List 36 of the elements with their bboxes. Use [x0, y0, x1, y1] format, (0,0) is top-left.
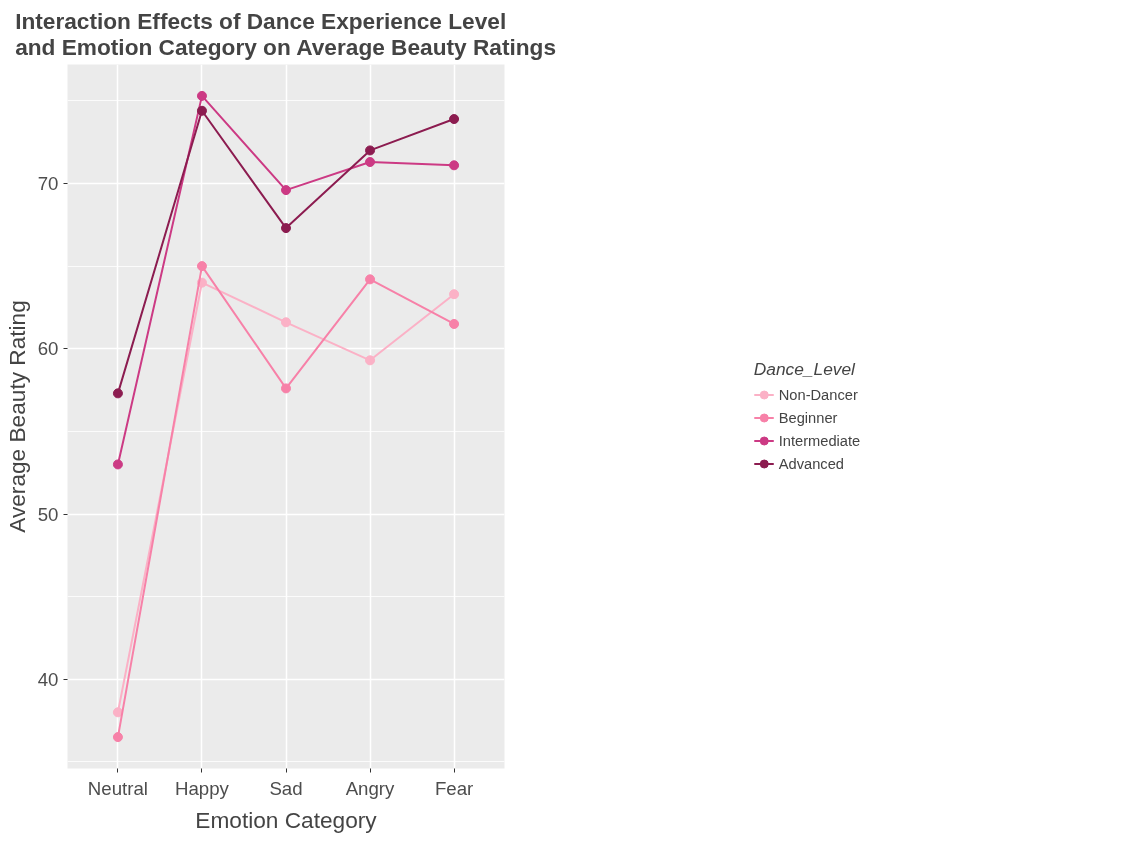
legend-label: Beginner	[778, 409, 838, 426]
point	[449, 160, 460, 171]
x-tick-label: Neutral	[87, 777, 149, 799]
point	[112, 388, 123, 399]
legend-label: Advanced	[778, 455, 844, 472]
y-tick-label: 70	[37, 172, 59, 194]
point	[365, 145, 376, 156]
y-tick-label: 50	[37, 503, 59, 525]
point	[281, 223, 291, 234]
y-tick-label: 60	[37, 338, 59, 360]
chart-title: Interaction Effects of Dance Experience Level and Emotion Category on Average Beauty Ratings	[15, 7, 557, 60]
point	[196, 90, 207, 101]
point	[449, 318, 460, 329]
point	[196, 105, 207, 116]
point	[281, 317, 291, 328]
legend-title: Dance_Level	[753, 358, 857, 380]
x-tick-label: Happy	[175, 777, 230, 799]
x-axis-title: Emotion Category	[195, 806, 378, 833]
legend-label: Non-Dancer	[778, 386, 858, 403]
point	[281, 185, 291, 196]
x-tick-label: Sad	[269, 777, 303, 799]
point	[281, 383, 291, 394]
point	[449, 289, 460, 300]
point	[196, 261, 207, 272]
point	[112, 732, 123, 743]
point	[365, 355, 376, 366]
point	[449, 114, 460, 125]
legend-label: Intermediate	[778, 432, 861, 449]
point	[112, 707, 123, 718]
x-tick-label: Fear	[434, 777, 474, 799]
point	[112, 459, 123, 470]
point	[365, 274, 376, 285]
y-axis-title: Average Beauty Rating	[3, 300, 30, 533]
y-tick-label: 40	[37, 668, 59, 690]
x-tick-label: Angry	[345, 777, 396, 799]
point	[365, 157, 376, 167]
